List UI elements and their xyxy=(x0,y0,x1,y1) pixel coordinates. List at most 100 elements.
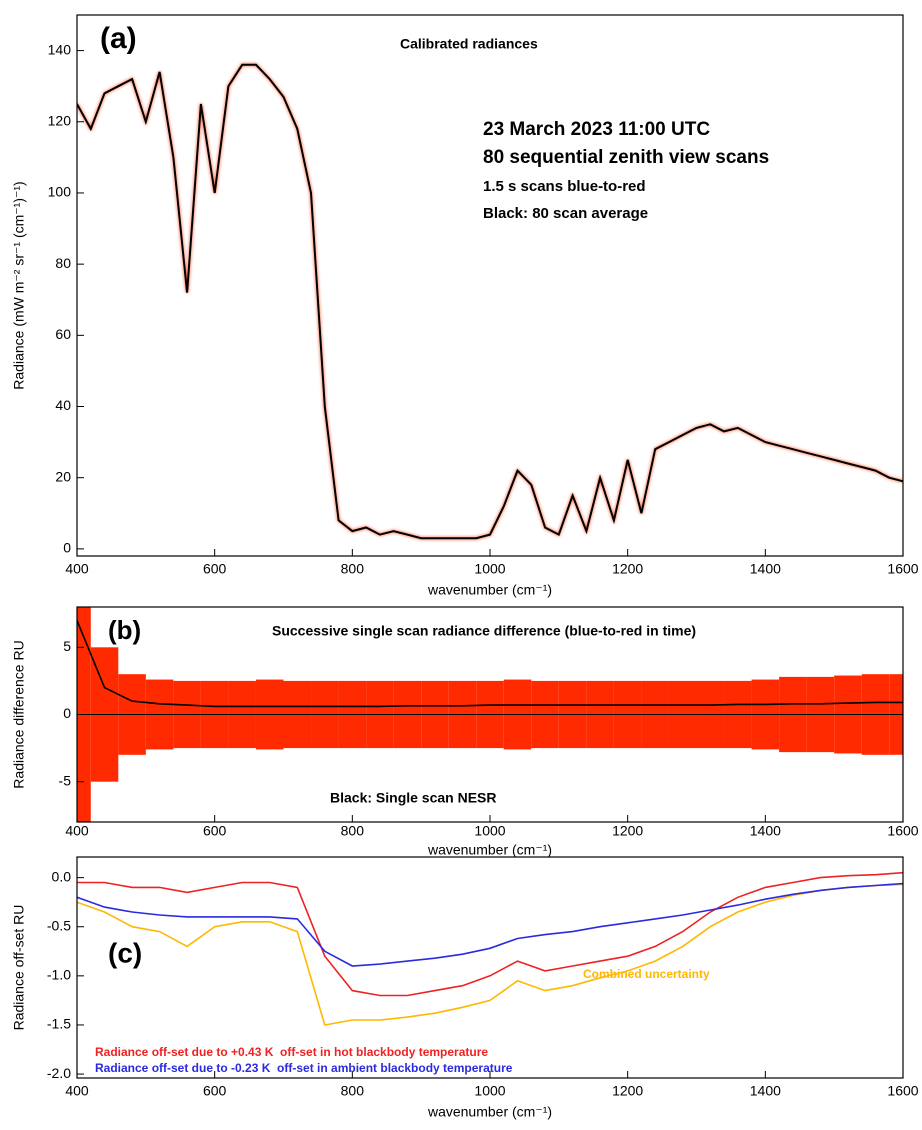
noise-bar xyxy=(806,714,835,753)
x-tick-label: 1400 xyxy=(750,561,781,577)
annotation: 80 sequential zenith view scans xyxy=(483,147,769,168)
noise-bar xyxy=(613,680,642,715)
noise-bar xyxy=(77,714,91,822)
noise-bar xyxy=(861,714,890,755)
series-line xyxy=(77,882,903,967)
x-tick-label: 1000 xyxy=(474,561,505,577)
noise-bar xyxy=(558,680,587,715)
x-tick-label: 1600 xyxy=(887,1083,918,1099)
y-tick-label: 100 xyxy=(48,184,72,200)
noise-bar xyxy=(668,714,697,749)
panel-label: (c) xyxy=(108,937,142,968)
x-axis-label: wavenumber (cm⁻¹) xyxy=(427,1104,552,1120)
noise-bar xyxy=(696,680,725,715)
noise-bar xyxy=(145,679,174,715)
noise-bar xyxy=(118,674,146,715)
legend-entry: Radiance off-set due to -0.23 K off-set … xyxy=(95,1061,513,1075)
series-line xyxy=(77,883,903,1026)
noise-bar xyxy=(421,680,449,715)
x-axis-label: wavenumber (cm⁻¹) xyxy=(427,842,552,858)
y-tick-label: -1.5 xyxy=(47,1016,71,1032)
y-axis-label: Radiance off-set RU xyxy=(11,905,27,1031)
noise-bar xyxy=(531,680,559,715)
y-tick-label: -1.0 xyxy=(47,967,71,983)
y-tick-label: 140 xyxy=(48,41,72,57)
noise-bar xyxy=(228,714,256,749)
noise-bar xyxy=(586,714,614,749)
noise-bar xyxy=(311,680,339,715)
noise-bar xyxy=(668,680,697,715)
legend-entry: Radiance off-set due to +0.43 K off-set … xyxy=(95,1045,488,1059)
x-tick-label: 1600 xyxy=(887,823,918,839)
legend-entry: Combined uncertainty xyxy=(583,967,710,981)
noise-bar xyxy=(366,714,394,749)
y-tick-label: 0 xyxy=(63,540,71,556)
y-tick-label: -2.0 xyxy=(47,1065,71,1081)
x-tick-label: 800 xyxy=(341,1083,365,1099)
x-tick-label: 400 xyxy=(65,561,89,577)
noise-bar xyxy=(173,680,201,715)
noise-bar xyxy=(751,714,780,750)
noise-bar xyxy=(806,676,835,715)
x-tick-label: 1200 xyxy=(612,1083,643,1099)
noise-bar xyxy=(338,680,367,715)
noise-bar xyxy=(503,714,532,750)
noise-bar xyxy=(779,714,807,753)
x-tick-label: 600 xyxy=(203,561,227,577)
annotation: 23 March 2023 11:00 UTC xyxy=(483,119,710,140)
noise-bar xyxy=(889,714,903,755)
y-tick-label: 0.0 xyxy=(52,868,72,884)
noise-bar xyxy=(173,714,201,749)
noise-bar xyxy=(77,607,91,715)
x-tick-label: 600 xyxy=(203,1083,227,1099)
x-axis-label: wavenumber (cm⁻¹) xyxy=(427,582,552,598)
noise-bar xyxy=(641,714,669,749)
noise-bar xyxy=(145,714,174,750)
legend-entry: Black: Single scan NESR xyxy=(330,790,497,806)
x-tick-label: 800 xyxy=(341,823,365,839)
x-tick-label: 1600 xyxy=(887,561,918,577)
x-tick-label: 1000 xyxy=(474,823,505,839)
x-tick-label: 1000 xyxy=(474,1083,505,1099)
y-axis-label: Radiance difference RU xyxy=(11,640,27,788)
noise-bar xyxy=(613,714,642,749)
x-tick-label: 400 xyxy=(65,823,89,839)
plot-frame xyxy=(76,14,904,557)
noise-bar xyxy=(503,679,532,715)
noise-bar xyxy=(889,674,903,715)
noise-bar xyxy=(255,714,284,750)
noise-bar xyxy=(90,647,119,715)
x-tick-label: 800 xyxy=(341,561,365,577)
y-tick-label: 60 xyxy=(55,326,71,342)
y-axis-label: Radiance (mW m⁻² sr⁻¹ (cm⁻¹)⁻¹) xyxy=(11,181,27,389)
noise-bar xyxy=(228,680,256,715)
noise-bar xyxy=(751,679,780,715)
noise-bar xyxy=(90,714,119,782)
y-tick-label: 5 xyxy=(63,638,71,654)
noise-bar xyxy=(366,680,394,715)
noise-bar xyxy=(283,714,312,749)
noise-bar xyxy=(200,714,229,749)
x-tick-label: 1200 xyxy=(612,823,643,839)
noise-bar xyxy=(338,714,367,749)
y-tick-label: 20 xyxy=(55,468,71,484)
noise-bar xyxy=(283,680,312,715)
noise-bar xyxy=(696,714,725,749)
noise-bar xyxy=(476,680,504,715)
noise-bar xyxy=(834,714,862,754)
noise-bar xyxy=(724,680,752,715)
y-tick-label: -0.5 xyxy=(47,917,71,933)
series-line xyxy=(77,620,903,708)
annotation: 1.5 s scans blue-to-red xyxy=(483,178,646,195)
y-tick-label: 0 xyxy=(63,705,71,721)
noise-bar xyxy=(834,675,862,715)
panel-label: (a) xyxy=(100,22,137,55)
noise-bar xyxy=(724,714,752,749)
x-tick-label: 1200 xyxy=(612,561,643,577)
noise-bar xyxy=(311,714,339,749)
noise-bar xyxy=(448,714,477,749)
legend-entry: Black: 80 scan average xyxy=(483,205,648,222)
panel-title: Successive single scan radiance differen… xyxy=(272,623,696,639)
noise-bar xyxy=(531,714,559,749)
